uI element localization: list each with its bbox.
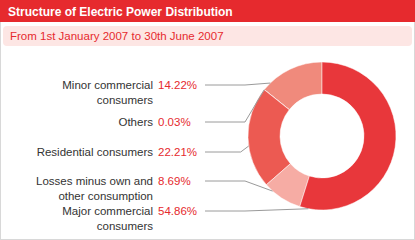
leader-line (205, 181, 273, 191)
category-label: Minor commercial consumers (62, 79, 153, 106)
category-label-line: consumers (97, 94, 153, 106)
data-label: 14.22% (158, 79, 197, 91)
category-label-line: other consumption (58, 190, 153, 202)
data-label: 54.86% (158, 205, 197, 217)
subtitle: From 1st January 2007 to 30th June 2007 (10, 30, 224, 42)
subtitle-band (3, 26, 412, 46)
leader-line (205, 146, 249, 152)
data-label: 0.03% (158, 116, 191, 128)
category-label-line: consumers (97, 220, 153, 232)
header-bar (0, 0, 415, 22)
donut (248, 62, 396, 210)
category-label-line: Minor commercial (62, 79, 153, 91)
slice (300, 62, 396, 210)
category-label-line: Others (118, 116, 153, 128)
title: Structure of Electric Power Distribution (8, 5, 233, 19)
data-label: 22.21% (158, 146, 197, 158)
category-label: Major commercial consumers (62, 205, 153, 232)
category-label: Residential consumers (37, 146, 154, 158)
leader-line (205, 90, 264, 122)
category-label-line: Losses minus own and (36, 175, 153, 187)
leader-line (205, 83, 270, 85)
leader-line (205, 209, 308, 211)
category-label-line: Major commercial (62, 205, 153, 217)
category-label: Others (118, 116, 153, 128)
data-label: 8.69% (158, 175, 191, 187)
frame (1, 1, 415, 240)
leader-lines (205, 83, 308, 211)
category-label: Losses minus own and other consumption (36, 175, 153, 202)
chart: Structure of Electric Power Distribution… (0, 0, 415, 240)
labels: Minor commercial consumers 14.22% Others 0.0… (36, 79, 197, 232)
category-label-line: Residential consumers (37, 146, 154, 158)
